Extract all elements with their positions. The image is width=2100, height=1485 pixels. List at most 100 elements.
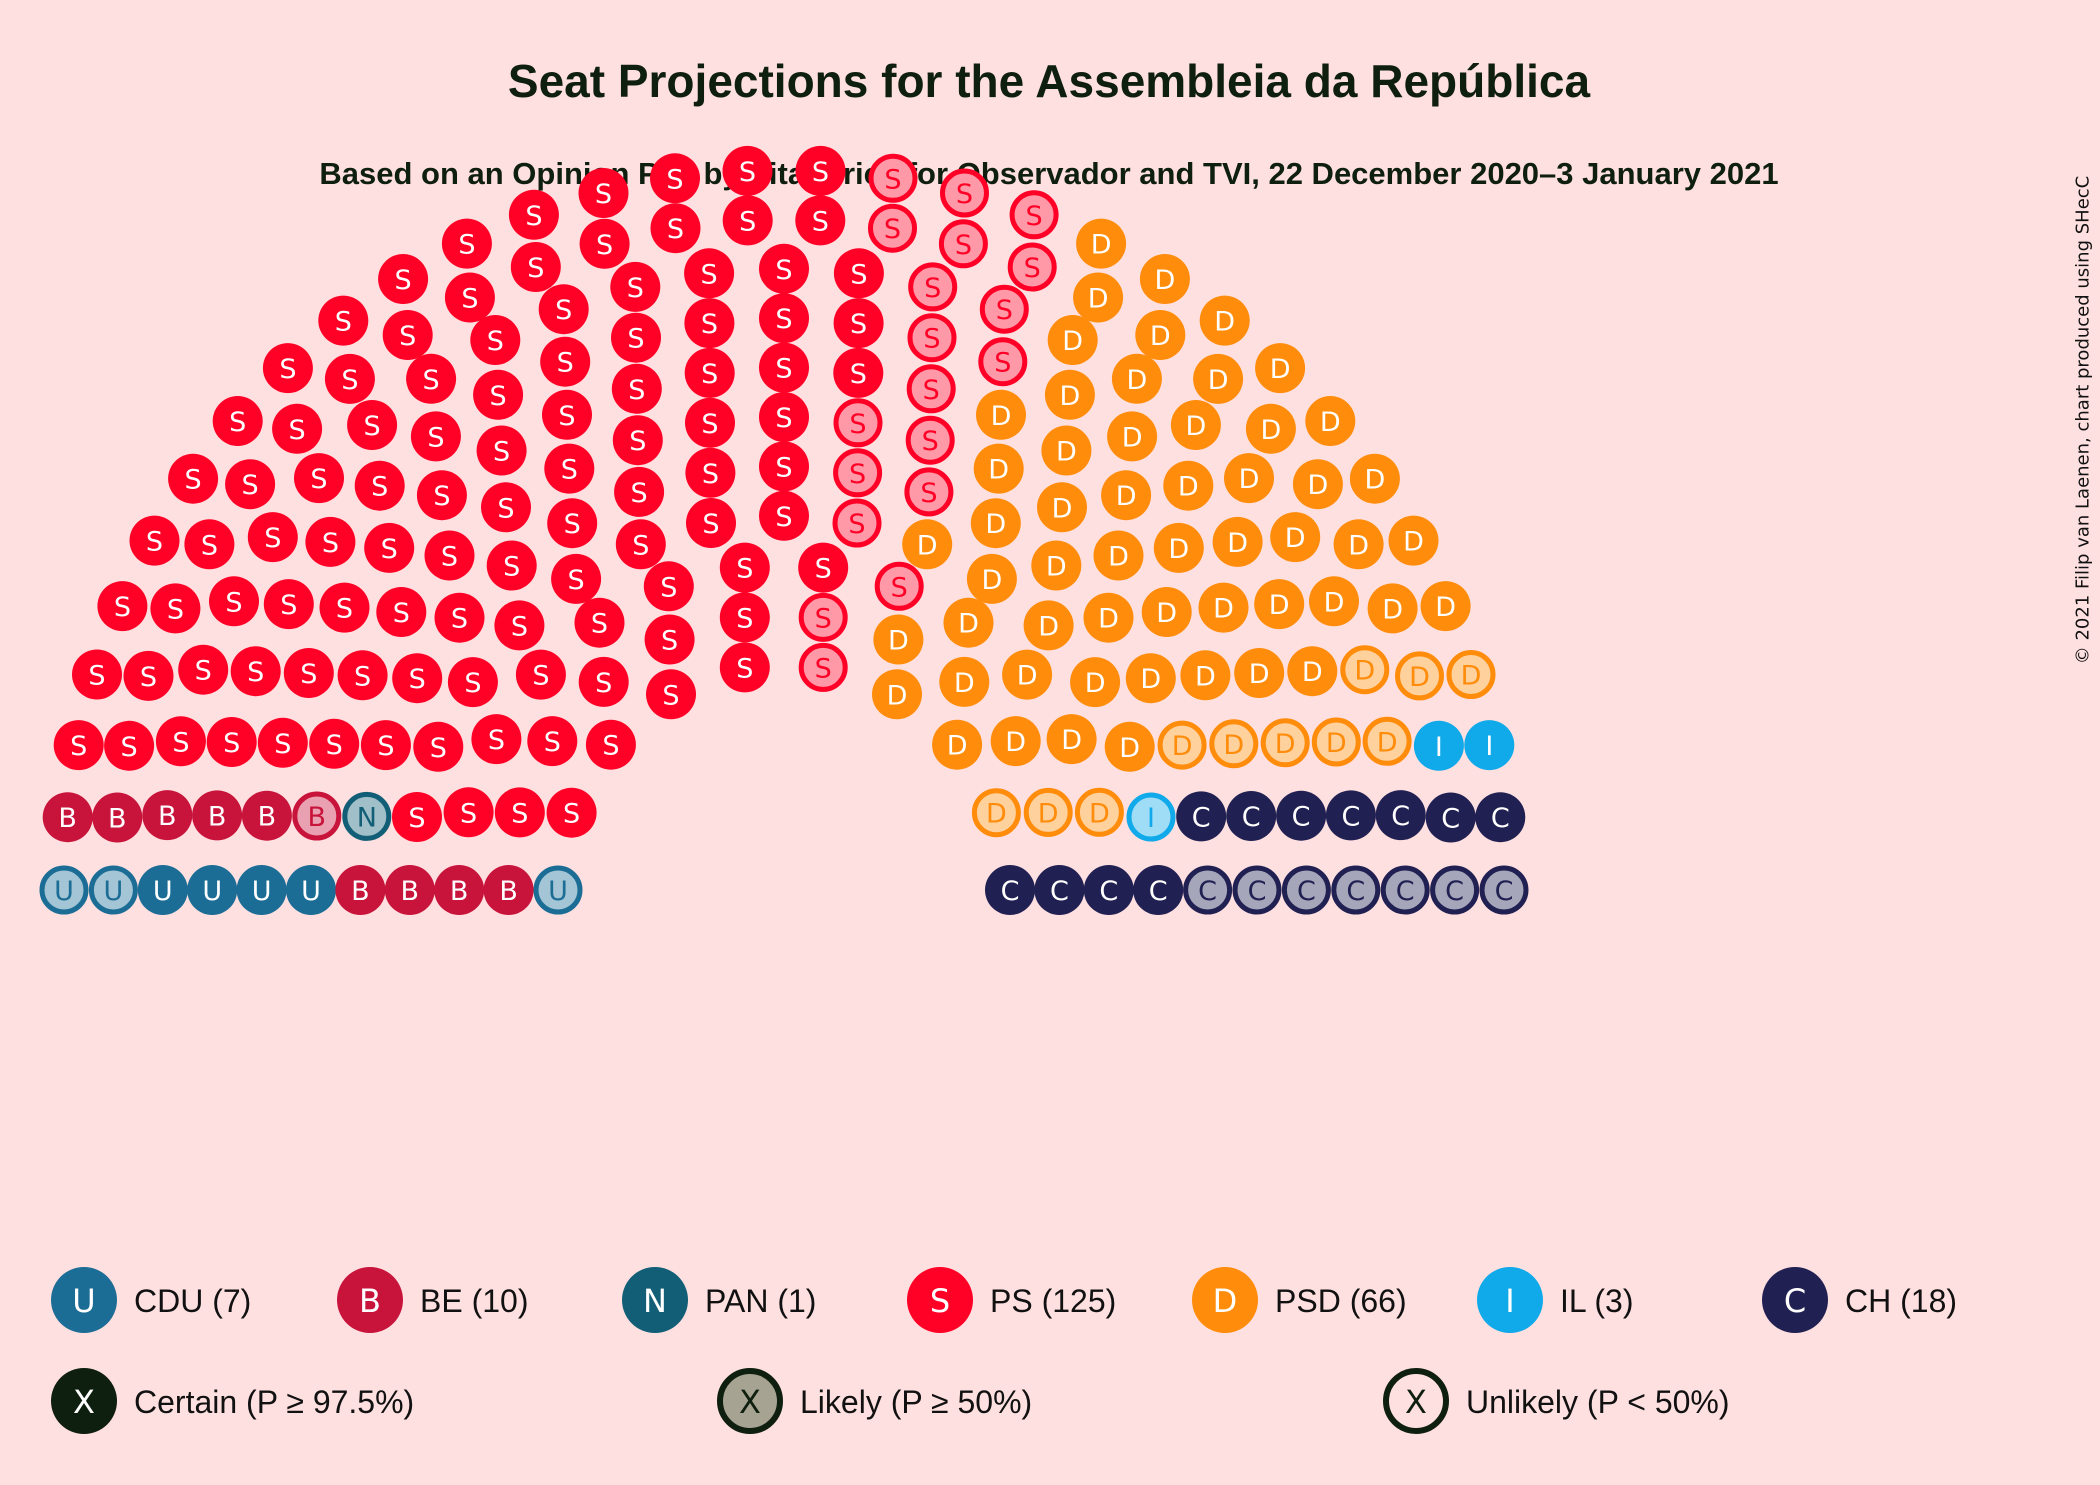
legend-item-ch: C CH (18) bbox=[1762, 1267, 1957, 1333]
seat-ps: S bbox=[759, 342, 809, 393]
svg-text:C: C bbox=[1099, 876, 1118, 907]
seat-ps: S bbox=[643, 561, 694, 612]
seat-ps: S bbox=[447, 657, 498, 708]
svg-text:S: S bbox=[364, 411, 381, 442]
svg-text:S: S bbox=[146, 527, 163, 558]
seat-psd: D bbox=[1420, 581, 1471, 632]
svg-text:C: C bbox=[1297, 876, 1316, 907]
svg-text:D: D bbox=[1320, 407, 1341, 438]
svg-text:BE (10): BE (10) bbox=[420, 1283, 528, 1319]
seat-ps: S bbox=[392, 792, 442, 842]
svg-text:C: C bbox=[1198, 876, 1217, 907]
svg-text:S: S bbox=[923, 375, 940, 406]
svg-text:S: S bbox=[815, 653, 832, 684]
seat-ch: C bbox=[1325, 790, 1376, 841]
seat-il: I bbox=[1413, 720, 1464, 771]
seat-ps: S bbox=[184, 519, 235, 570]
seat-ch: C bbox=[1375, 790, 1426, 841]
svg-text:U: U bbox=[202, 876, 222, 907]
svg-text:B: B bbox=[58, 803, 77, 834]
svg-text:S: S bbox=[736, 653, 753, 684]
svg-text:S: S bbox=[955, 230, 972, 261]
svg-text:S: S bbox=[460, 798, 477, 829]
seat-psd: D bbox=[1292, 459, 1343, 510]
svg-text:D: D bbox=[1285, 523, 1306, 554]
svg-text:D: D bbox=[1223, 730, 1244, 761]
seat-ps: S bbox=[685, 397, 735, 448]
seat-ps: S bbox=[283, 648, 334, 698]
seat-ps: S bbox=[686, 498, 736, 548]
seat-ps: S bbox=[476, 425, 527, 476]
svg-text:S: S bbox=[666, 164, 683, 195]
svg-text:S: S bbox=[335, 307, 352, 338]
seat-ps: S bbox=[979, 284, 1029, 334]
svg-text:S: S bbox=[408, 803, 425, 834]
svg-text:D: D bbox=[1038, 611, 1059, 642]
svg-text:S: S bbox=[225, 587, 242, 618]
seat-ps: S bbox=[212, 396, 263, 446]
svg-text:S: S bbox=[310, 464, 327, 495]
seat-ps: S bbox=[833, 298, 884, 349]
svg-text:S: S bbox=[891, 572, 908, 603]
svg-text:D: D bbox=[1061, 725, 1082, 756]
seat-ps: S bbox=[416, 470, 467, 521]
svg-text:S: S bbox=[497, 493, 514, 524]
seat-ch: C bbox=[1331, 865, 1381, 915]
svg-text:D: D bbox=[1085, 668, 1106, 699]
seat-psd: D bbox=[1074, 787, 1124, 837]
svg-text:S: S bbox=[595, 179, 612, 210]
seat-psd: D bbox=[1083, 592, 1134, 643]
seat-psd: D bbox=[973, 443, 1024, 494]
seat-ps: S bbox=[759, 490, 809, 541]
seat-psd: D bbox=[1362, 716, 1412, 766]
svg-text:D: D bbox=[1127, 365, 1148, 396]
svg-text:S: S bbox=[247, 657, 264, 688]
seat-ps: S bbox=[272, 403, 323, 454]
svg-text:D: D bbox=[1052, 493, 1073, 524]
svg-text:U: U bbox=[153, 876, 173, 907]
svg-text:S: S bbox=[544, 727, 561, 758]
seat-psd: D bbox=[1287, 646, 1338, 697]
seat-ps: S bbox=[684, 298, 735, 349]
svg-text:I: I bbox=[1505, 1282, 1514, 1320]
svg-text:C: C bbox=[1242, 802, 1261, 833]
svg-text:S: S bbox=[441, 542, 458, 573]
svg-text:X: X bbox=[73, 1383, 95, 1421]
seat-ps: S bbox=[868, 153, 918, 203]
svg-text:D: D bbox=[1178, 472, 1199, 503]
legend-unlikely: X Unlikely (P < 50%) bbox=[1383, 1368, 1730, 1434]
svg-text:B: B bbox=[359, 1282, 381, 1320]
svg-text:D: D bbox=[1269, 590, 1290, 621]
seat-ps: S bbox=[424, 530, 475, 581]
seat-ps: S bbox=[392, 653, 443, 704]
svg-text:S: S bbox=[490, 381, 507, 412]
seat-cdu: U bbox=[88, 865, 138, 915]
svg-text:S: S bbox=[201, 530, 218, 561]
svg-text:B: B bbox=[450, 876, 469, 907]
seat-cdu: U bbox=[236, 865, 287, 915]
svg-text:PAN (1): PAN (1) bbox=[705, 1283, 816, 1319]
svg-text:S: S bbox=[850, 259, 867, 290]
svg-text:S: S bbox=[662, 680, 679, 711]
seat-psd: D bbox=[1070, 657, 1121, 708]
seat-psd: D bbox=[1209, 719, 1259, 769]
seat-ps: S bbox=[413, 721, 464, 772]
svg-text:D: D bbox=[1150, 321, 1171, 352]
svg-text:D: D bbox=[1409, 662, 1430, 693]
seat-ch: C bbox=[1226, 791, 1277, 841]
svg-text:S: S bbox=[775, 255, 792, 286]
seat-ps: S bbox=[471, 714, 522, 765]
seat-ps: S bbox=[1009, 190, 1059, 240]
svg-text:D: D bbox=[1365, 465, 1386, 496]
svg-text:D: D bbox=[991, 401, 1012, 432]
seat-ps: S bbox=[540, 336, 591, 387]
svg-text:S: S bbox=[561, 455, 578, 486]
chart-title: Seat Projections for the Assembleia da R… bbox=[508, 55, 1591, 107]
seat-psd: D bbox=[943, 597, 994, 648]
svg-text:S: S bbox=[739, 206, 756, 237]
seat-psd: D bbox=[1309, 576, 1359, 627]
svg-text:C: C bbox=[1346, 876, 1365, 907]
svg-text:S: S bbox=[736, 554, 753, 585]
seat-psd: D bbox=[1212, 516, 1263, 567]
svg-text:S: S bbox=[264, 523, 281, 554]
